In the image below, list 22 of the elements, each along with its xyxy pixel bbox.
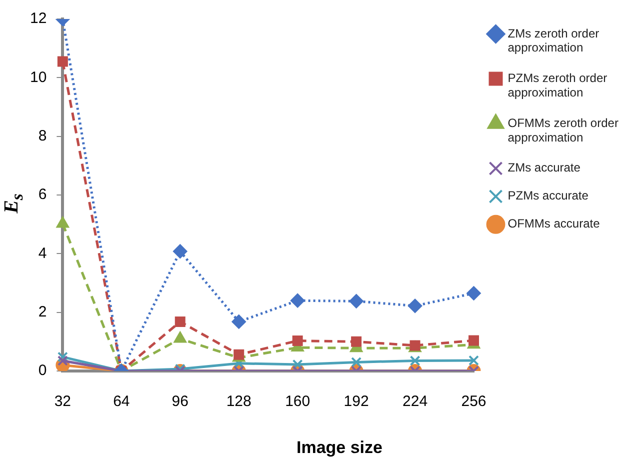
y-tick-label: 6 bbox=[38, 186, 47, 204]
y-tick-label: 8 bbox=[38, 127, 47, 144]
legend-label: PZMs zeroth order approximation bbox=[508, 71, 608, 100]
legend-label: OFMMs zeroth order approximation bbox=[508, 116, 618, 144]
y-tick-label: 0 bbox=[38, 362, 47, 380]
x-tick-label: 192 bbox=[344, 393, 369, 410]
x-tick-label: 32 bbox=[54, 393, 72, 410]
y-tick-label: 2 bbox=[38, 303, 47, 320]
x-tick-label: 96 bbox=[172, 393, 188, 410]
legend-label: PZMs accurate bbox=[508, 188, 589, 203]
legend-label: ZMs accurate bbox=[508, 160, 581, 175]
x-tick-label: 160 bbox=[285, 393, 310, 410]
y-tick-label: 4 bbox=[38, 244, 47, 262]
x-tick-label: 128 bbox=[226, 393, 252, 410]
x-axis-title: Image size bbox=[296, 438, 384, 458]
x-tick-label: 256 bbox=[461, 393, 486, 410]
legend-label: OFMMs accurate bbox=[508, 216, 600, 231]
y-tick-label: 12 bbox=[30, 10, 47, 28]
y-tick-label: 10 bbox=[30, 68, 47, 86]
x-tick-label: 64 bbox=[113, 393, 130, 410]
legend-label: ZMs zeroth order approximation bbox=[508, 26, 600, 55]
x-tick-label: 224 bbox=[402, 393, 428, 410]
